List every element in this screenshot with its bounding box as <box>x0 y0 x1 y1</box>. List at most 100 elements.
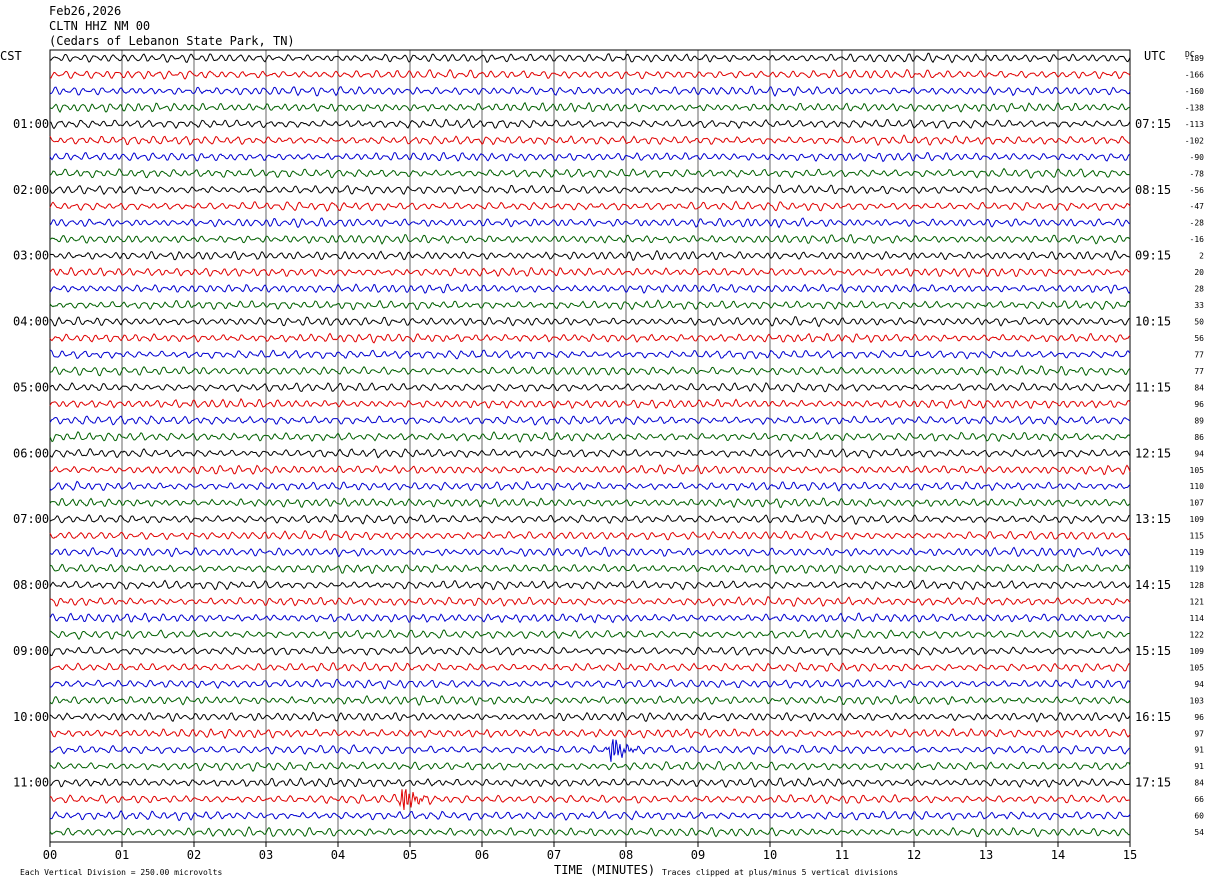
dc-header: DC <box>1185 50 1195 59</box>
trace-line <box>49 299 1131 311</box>
cst-hour-label: 03:00 <box>13 249 49 263</box>
dc-offset-label: 105 <box>1190 466 1205 475</box>
utc-hour-label: 10:15 <box>1135 315 1171 329</box>
dc-offset-label: 128 <box>1190 581 1205 590</box>
x-axis-label: TIME (MINUTES) <box>554 863 655 877</box>
trace-line <box>49 266 1131 278</box>
x-tick-label: 05 <box>403 848 417 862</box>
trace-line <box>49 397 1131 410</box>
trace-line <box>49 184 1131 196</box>
cst-hour-label: 11:00 <box>13 776 49 790</box>
cst-hour-label: 06:00 <box>13 446 49 460</box>
cst-hour-label: 02:00 <box>13 183 49 197</box>
utc-hour-label: 14:15 <box>1135 578 1171 592</box>
dc-offset-label: 33 <box>1194 301 1204 310</box>
cst-hour-label: 09:00 <box>13 644 49 658</box>
dc-offset-label: 107 <box>1190 499 1205 508</box>
dc-offset-label: -166 <box>1185 70 1204 79</box>
trace-line <box>49 810 1131 822</box>
dc-offset-label: 96 <box>1194 400 1204 409</box>
dc-offset-label: 105 <box>1190 663 1205 672</box>
dc-offset-label: 122 <box>1190 630 1205 639</box>
dc-offset-label: -28 <box>1190 219 1205 228</box>
dc-offset-label: 109 <box>1190 647 1205 656</box>
dc-offset-label: 114 <box>1190 614 1205 623</box>
dc-offset-label: 119 <box>1190 565 1205 574</box>
trace-line <box>49 530 1131 541</box>
footer-clip-note: Traces clipped at plus/minus 5 vertical … <box>662 868 898 877</box>
x-tick-label: 13 <box>979 848 993 862</box>
x-tick-label: 08 <box>619 848 633 862</box>
utc-label: UTC <box>1144 49 1166 63</box>
trace-line <box>49 249 1131 262</box>
trace-line <box>49 760 1131 772</box>
trace-line <box>49 661 1131 673</box>
dc-offset-label: 96 <box>1194 713 1204 722</box>
dc-offset-label: -189 <box>1185 54 1204 63</box>
cst-hour-label: 10:00 <box>13 710 49 724</box>
trace-line <box>49 628 1131 641</box>
dc-offset-label: 84 <box>1194 383 1204 392</box>
trace-line <box>49 678 1131 690</box>
dc-offset-label: 94 <box>1194 680 1204 689</box>
dc-offset-label: 28 <box>1194 285 1204 294</box>
dc-offset-label: -113 <box>1185 120 1204 129</box>
utc-hour-label: 11:15 <box>1135 380 1171 394</box>
trace-line <box>49 645 1131 657</box>
dc-offset-label: 77 <box>1194 350 1204 359</box>
trace-line <box>49 777 1131 788</box>
x-tick-label: 06 <box>475 848 489 862</box>
trace-line <box>49 612 1131 624</box>
trace-line <box>49 233 1131 245</box>
trace-line <box>49 415 1131 426</box>
x-tick-label: 11 <box>835 848 849 862</box>
plot-frame <box>49 49 1131 843</box>
x-tick-label: 04 <box>331 848 345 862</box>
dc-offset-label: 66 <box>1194 795 1204 804</box>
trace-line <box>49 68 1131 80</box>
trace-line <box>49 85 1131 97</box>
dc-offset-label: 97 <box>1194 729 1204 738</box>
trace-line <box>49 448 1131 459</box>
dc-offset-label: 77 <box>1194 367 1204 376</box>
dc-offset-label: 103 <box>1190 696 1205 705</box>
dc-offset-label: -160 <box>1185 87 1204 96</box>
trace-line <box>49 711 1131 723</box>
utc-hour-label: 17:15 <box>1135 776 1171 790</box>
cst-hour-label: 05:00 <box>13 380 49 394</box>
dc-offset-label: 60 <box>1194 812 1204 821</box>
dc-offset-label: 91 <box>1194 762 1204 771</box>
trace-line <box>49 546 1131 558</box>
x-tick-label: 02 <box>187 848 201 862</box>
trace-line <box>49 789 1131 810</box>
dc-offset-label: 50 <box>1194 318 1204 327</box>
x-tick-label: 10 <box>763 848 777 862</box>
cst-label: CST <box>0 49 22 63</box>
header-date: Feb26,2026 <box>49 4 122 18</box>
dc-offset-label: 91 <box>1194 746 1204 755</box>
x-tick-label: 07 <box>547 848 561 862</box>
trace-line <box>49 283 1131 295</box>
dc-offset-label: -47 <box>1190 202 1205 211</box>
trace-line <box>49 739 1131 762</box>
trace-line <box>49 431 1131 443</box>
dc-offset-label: -56 <box>1190 186 1205 195</box>
dc-offset-label: 56 <box>1194 334 1204 343</box>
x-tick-label: 14 <box>1051 848 1065 862</box>
trace-line <box>49 217 1131 229</box>
dc-offset-label: -138 <box>1185 103 1204 112</box>
utc-hour-label: 16:15 <box>1135 710 1171 724</box>
dc-offset-label: 2 <box>1199 252 1204 261</box>
x-tick-label: 12 <box>907 848 921 862</box>
dc-offset-label: -102 <box>1185 136 1204 145</box>
trace-line <box>49 563 1131 575</box>
header-location: (Cedars of Lebanon State Park, TN) <box>49 34 295 48</box>
utc-hour-label: 13:15 <box>1135 512 1171 526</box>
trace-line <box>49 118 1131 130</box>
dc-offset-label: -90 <box>1190 153 1205 162</box>
trace-line <box>49 513 1131 526</box>
trace-line <box>49 332 1131 344</box>
cst-hour-label: 04:00 <box>13 315 49 329</box>
dc-offset-label: 86 <box>1194 433 1204 442</box>
